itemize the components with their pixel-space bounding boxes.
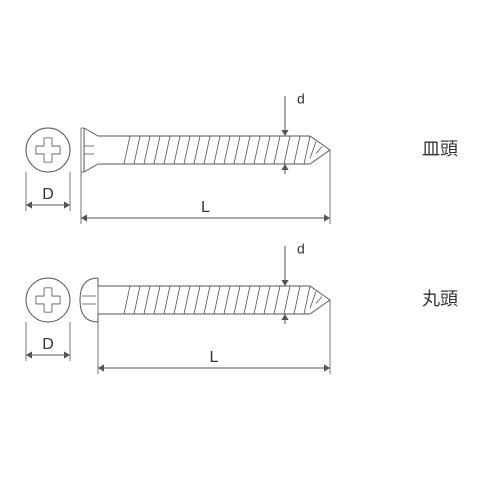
svg-text:L: L: [210, 349, 219, 366]
screw-dimension-diagram: d D L 皿頭 d D L 丸頭: [0, 0, 500, 500]
svg-text:皿頭: 皿頭: [422, 139, 458, 159]
svg-text:d: d: [297, 241, 305, 257]
svg-text:D: D: [42, 186, 54, 203]
svg-text:d: d: [297, 91, 305, 107]
svg-text:D: D: [42, 336, 54, 353]
svg-text:L: L: [201, 199, 210, 216]
svg-text:丸頭: 丸頭: [422, 289, 458, 309]
